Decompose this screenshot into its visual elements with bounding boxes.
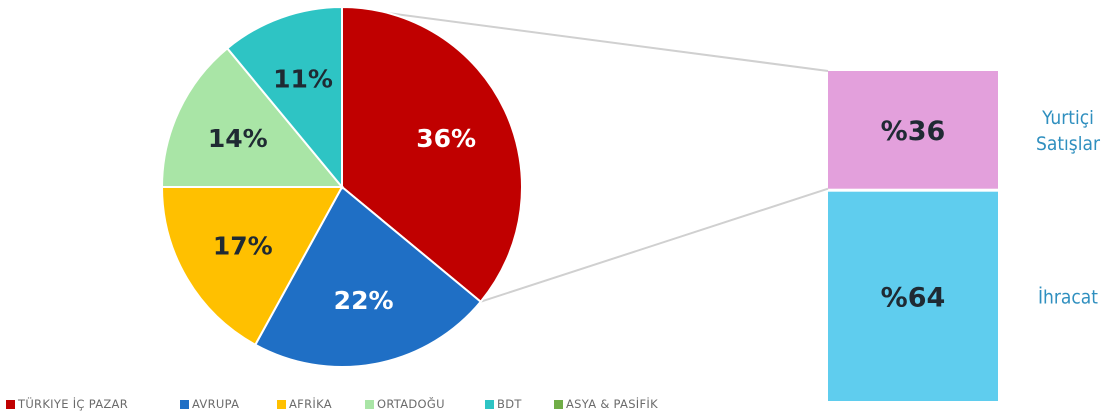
pie-label-afrika: 17% xyxy=(213,232,273,261)
pie-slice-afrika xyxy=(160,186,344,347)
pie-slice-bdt xyxy=(225,5,343,190)
pie-slice-labels: 36% 22% 17% 14% 11% xyxy=(208,65,476,316)
legend-swatch-avrupa xyxy=(180,400,189,409)
pie-label-ortadogu: 14% xyxy=(208,124,268,153)
stacked-bar: %36 %64 xyxy=(828,71,998,401)
legend-swatch-ortadogu xyxy=(365,400,374,409)
pie-label-turkiye-ic-pazar: 36% xyxy=(416,124,476,153)
connector-line-top xyxy=(341,6,829,72)
legend-swatch-afrika xyxy=(277,400,286,409)
bar-name-yurtici-satislar: Yurtiçi Satışlar xyxy=(1036,107,1101,155)
pie-slice-turkiye-ic-pazar xyxy=(341,5,523,304)
legend-swatch-asya-pasifik xyxy=(554,400,563,409)
connector-line-bottom xyxy=(480,187,829,303)
pie-label-bdt: 11% xyxy=(273,65,333,94)
pie-slice-ortadogu xyxy=(160,46,345,188)
legend-swatch-bdt xyxy=(485,400,494,409)
pie-chart xyxy=(160,5,523,368)
bar-segment-ihracat xyxy=(828,191,998,401)
legend-label-turkiye-ic-pazar: TÜRKIYE İÇ PAZAR xyxy=(17,395,128,411)
bar-value-ihracat: %64 xyxy=(881,282,946,313)
bar-value-yurtici-satislar: %36 xyxy=(881,116,946,147)
bar-name-ihracat: İhracat xyxy=(1038,285,1098,308)
legend-label-bdt: BDT xyxy=(497,397,522,411)
legend-label-asya-pasifik: ASYA & PASİFİK xyxy=(566,396,658,411)
pie-legend: TÜRKIYE İÇ PAZAR AVRUPA AFRİKA ORTADOĞU BDT A… xyxy=(6,395,658,411)
legend-label-afrika: AFRİKA xyxy=(289,396,332,411)
bar-segment-names: Yurtiçi Satışlar İhracat xyxy=(1036,107,1101,308)
legend-label-ortadogu: ORTADOĞU xyxy=(377,396,445,411)
legend-swatch-turkiye-ic-pazar xyxy=(6,400,15,409)
pie-to-bar-connectors xyxy=(341,6,829,303)
legend-label-avrupa: AVRUPA xyxy=(192,397,239,411)
bar-segment-yurtici-satislar xyxy=(828,71,998,189)
pie-slice-avrupa xyxy=(253,185,483,368)
pie-label-avrupa: 22% xyxy=(334,286,394,315)
